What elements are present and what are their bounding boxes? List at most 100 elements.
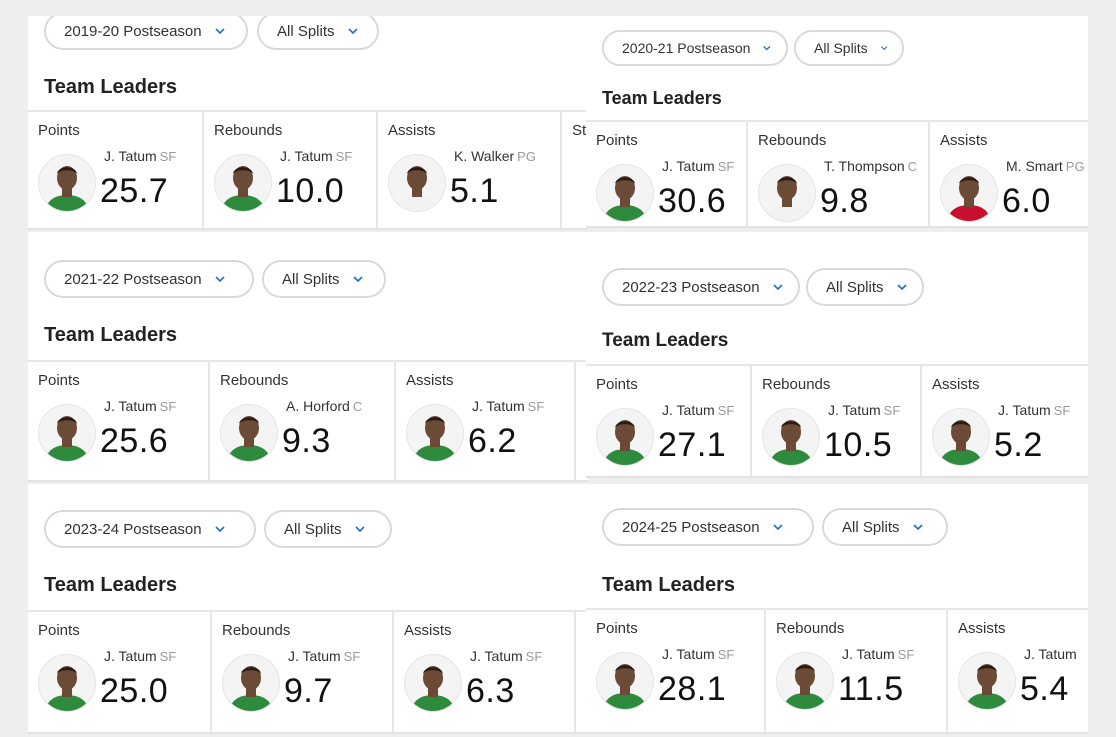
leader-category-label: Rebounds xyxy=(222,622,291,639)
stat-value: 6.3 xyxy=(466,672,515,710)
player-position: C xyxy=(352,399,363,414)
player-avatar xyxy=(222,654,280,712)
chevron-down-icon xyxy=(763,45,771,51)
leader-card-assists[interactable]: Assists J. Tatum SF 6.2 xyxy=(396,362,576,480)
chevron-down-icon xyxy=(880,46,888,51)
stat-value: 10.5 xyxy=(824,426,893,464)
player-avatar xyxy=(596,652,654,710)
season-select[interactable]: 2020-21 Postseason xyxy=(602,30,788,66)
splits-select-label: All Splits xyxy=(814,40,868,56)
splits-select[interactable]: All Splits xyxy=(264,510,392,548)
player-name: J. Tatum SF xyxy=(998,402,1070,418)
player-position: SF xyxy=(1053,403,1071,418)
player-name: J. Tatum SF xyxy=(662,158,734,174)
leader-card-assists[interactable]: Assists M. Smart PG 6.0 xyxy=(930,122,1088,226)
leader-card-rebounds[interactable]: Rebounds J. Tatum SF 10.5 xyxy=(752,366,922,476)
player-name: J. Tatum SF xyxy=(104,148,176,164)
chevron-down-icon xyxy=(347,28,358,35)
team-leaders-panel-2021-22: 2021-22 Postseason All Splits Team Leade… xyxy=(28,232,588,482)
team-leaders-panel-2020-21: 2020-21 Postseason All Splits Team Leade… xyxy=(586,16,1088,228)
leader-card-assists[interactable]: Assists J. Tatum SF 5.2 xyxy=(922,366,1088,476)
leader-category-label: Points xyxy=(596,376,638,393)
leader-card-points[interactable]: Points J. Tatum SF 25.7 xyxy=(28,112,204,228)
player-avatar xyxy=(38,654,96,712)
player-avatar xyxy=(940,164,998,222)
player-name-text: T. Thompson xyxy=(824,158,905,174)
stat-value: 9.7 xyxy=(284,672,333,710)
player-avatar xyxy=(762,408,820,466)
leader-category-label: Rebounds xyxy=(762,376,831,393)
player-avatar xyxy=(388,154,446,212)
team-leaders-panel-2023-24: 2023-24 Postseason All Splits Team Leade… xyxy=(28,484,588,734)
leader-card-rebounds[interactable]: Rebounds J. Tatum SF 11.5 xyxy=(766,610,948,732)
leader-category-label: Rebounds xyxy=(776,620,845,637)
player-name-text: J. Tatum xyxy=(662,646,715,662)
splits-select[interactable]: All Splits xyxy=(257,16,379,50)
leader-category-label: Points xyxy=(596,620,638,637)
splits-select[interactable]: All Splits xyxy=(806,268,924,306)
player-name-text: J. Tatum xyxy=(1024,646,1077,662)
stat-value: 25.0 xyxy=(100,672,169,710)
splits-select[interactable]: All Splits xyxy=(262,260,386,298)
leader-category-label: Points xyxy=(38,622,80,639)
stat-value: 5.4 xyxy=(1020,670,1069,708)
player-avatar xyxy=(596,408,654,466)
player-position: SF xyxy=(527,399,545,414)
leader-card-points[interactable]: Points J. Tatum SF 25.0 xyxy=(28,612,212,732)
player-name-text: J. Tatum xyxy=(662,402,715,418)
leader-card-rebounds[interactable]: Rebounds A. Horford C 9.3 xyxy=(210,362,396,480)
player-name: J. Tatum SF xyxy=(828,402,900,418)
player-name-text: J. Tatum xyxy=(842,646,895,662)
leaders-row: Points J. Tatum SF 25.0 Rebounds J. Tatum SF 9… xyxy=(28,610,588,732)
season-select-label: 2024-25 Postseason xyxy=(622,518,760,536)
leader-card-points[interactable]: Points J. Tatum SF 25.6 xyxy=(28,362,210,480)
stat-value: 5.2 xyxy=(994,426,1043,464)
leader-card-assists[interactable]: Assists J. Tatum SF 6.3 xyxy=(394,612,576,732)
leaders-row: Points J. Tatum SF 28.1 Rebounds J. Tatum SF 1… xyxy=(586,608,1088,732)
leader-category-label: Assists xyxy=(404,622,452,639)
leader-card-rebounds[interactable]: Rebounds J. Tatum SF 9.7 xyxy=(212,612,394,732)
splits-select[interactable]: All Splits xyxy=(822,508,948,546)
player-name-text: J. Tatum xyxy=(828,402,881,418)
section-title: Team Leaders xyxy=(44,324,178,346)
leaders-row: Points J. Tatum SF 27.1 Rebounds J. Tatum SF 1… xyxy=(586,364,1088,476)
leaders-row: Points J. Tatum SF 25.6 Rebounds A. Horford C… xyxy=(28,360,588,480)
leader-card-rebounds[interactable]: Rebounds T. Thompson C 9.8 xyxy=(748,122,930,226)
leader-card-points[interactable]: Points J. Tatum SF 27.1 xyxy=(586,366,752,476)
leader-category-label: Rebounds xyxy=(220,372,289,389)
stat-value: 5.1 xyxy=(450,172,499,210)
player-position: SF xyxy=(717,403,735,418)
season-select-label: 2021-22 Postseason xyxy=(64,270,202,288)
chevron-down-icon xyxy=(896,284,907,291)
stat-value: 6.2 xyxy=(468,422,517,460)
leader-card-steals[interactable]: St xyxy=(562,112,588,228)
leader-category-label: Assists xyxy=(940,132,988,149)
leaders-row: Points J. Tatum SF 30.6 Rebounds T. Thompson… xyxy=(586,120,1088,226)
section-title: Team Leaders xyxy=(44,76,178,98)
player-name-text: J. Tatum xyxy=(288,648,341,664)
season-select[interactable]: 2023-24 Postseason xyxy=(44,510,256,548)
player-avatar xyxy=(404,654,462,712)
season-select[interactable]: 2021-22 Postseason xyxy=(44,260,254,298)
season-select[interactable]: 2022-23 Postseason xyxy=(602,268,800,306)
player-position: C xyxy=(907,159,918,174)
splits-select[interactable]: All Splits xyxy=(794,30,904,66)
chevron-down-icon xyxy=(354,526,365,533)
stat-value: 28.1 xyxy=(658,670,727,708)
player-avatar xyxy=(932,408,990,466)
season-select[interactable]: 2019-20 Postseason xyxy=(44,16,248,50)
leader-card-assists[interactable]: Assists J. Tatum 5.4 xyxy=(948,610,1088,732)
leader-card-assists[interactable]: Assists K. Walker PG 5.1 xyxy=(378,112,562,228)
leader-card-points[interactable]: Points J. Tatum SF 28.1 xyxy=(586,610,766,732)
player-name-text: J. Tatum xyxy=(470,648,523,664)
splits-select-label: All Splits xyxy=(277,22,335,40)
chevron-down-icon xyxy=(215,28,225,35)
stat-value: 10.0 xyxy=(276,172,345,210)
season-select[interactable]: 2024-25 Postseason xyxy=(602,508,814,546)
player-name-text: J. Tatum xyxy=(662,158,715,174)
player-name: M. Smart PG xyxy=(1006,158,1085,174)
leader-card-points[interactable]: Points J. Tatum SF 30.6 xyxy=(586,122,748,226)
leader-card-rebounds[interactable]: Rebounds J. Tatum SF 10.0 xyxy=(204,112,378,228)
player-avatar xyxy=(776,652,834,710)
stat-value: 30.6 xyxy=(658,182,727,220)
